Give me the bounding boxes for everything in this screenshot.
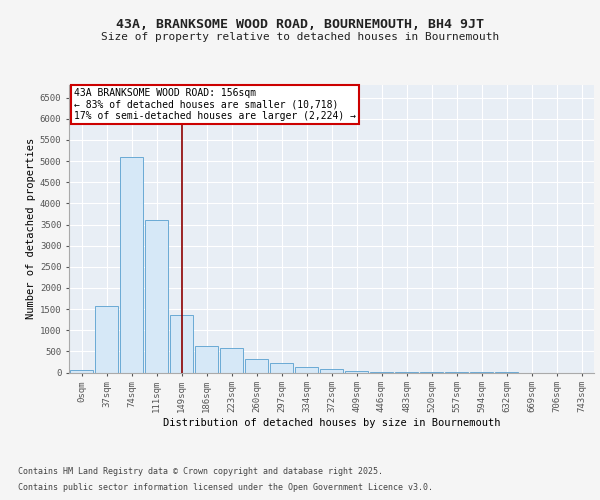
Text: 43A BRANKSOME WOOD ROAD: 156sqm
← 83% of detached houses are smaller (10,718)
17: 43A BRANKSOME WOOD ROAD: 156sqm ← 83% of… — [74, 88, 356, 121]
Bar — [220, 348, 244, 372]
Text: 43A, BRANKSOME WOOD ROAD, BOURNEMOUTH, BH4 9JT: 43A, BRANKSOME WOOD ROAD, BOURNEMOUTH, B… — [116, 18, 484, 30]
Text: Contains public sector information licensed under the Open Government Licence v3: Contains public sector information licen… — [18, 484, 433, 492]
Bar — [119, 157, 143, 372]
Bar — [295, 367, 319, 372]
Bar — [145, 220, 169, 372]
Y-axis label: Number of detached properties: Number of detached properties — [26, 138, 35, 320]
Bar — [95, 306, 118, 372]
Bar — [170, 316, 193, 372]
Text: Contains HM Land Registry data © Crown copyright and database right 2025.: Contains HM Land Registry data © Crown c… — [18, 467, 383, 476]
Bar — [70, 370, 94, 372]
Text: Size of property relative to detached houses in Bournemouth: Size of property relative to detached ho… — [101, 32, 499, 42]
Bar — [344, 371, 368, 372]
Bar — [269, 363, 293, 372]
Bar — [245, 358, 268, 372]
X-axis label: Distribution of detached houses by size in Bournemouth: Distribution of detached houses by size … — [163, 418, 500, 428]
Bar — [320, 369, 343, 372]
Bar — [194, 346, 218, 372]
